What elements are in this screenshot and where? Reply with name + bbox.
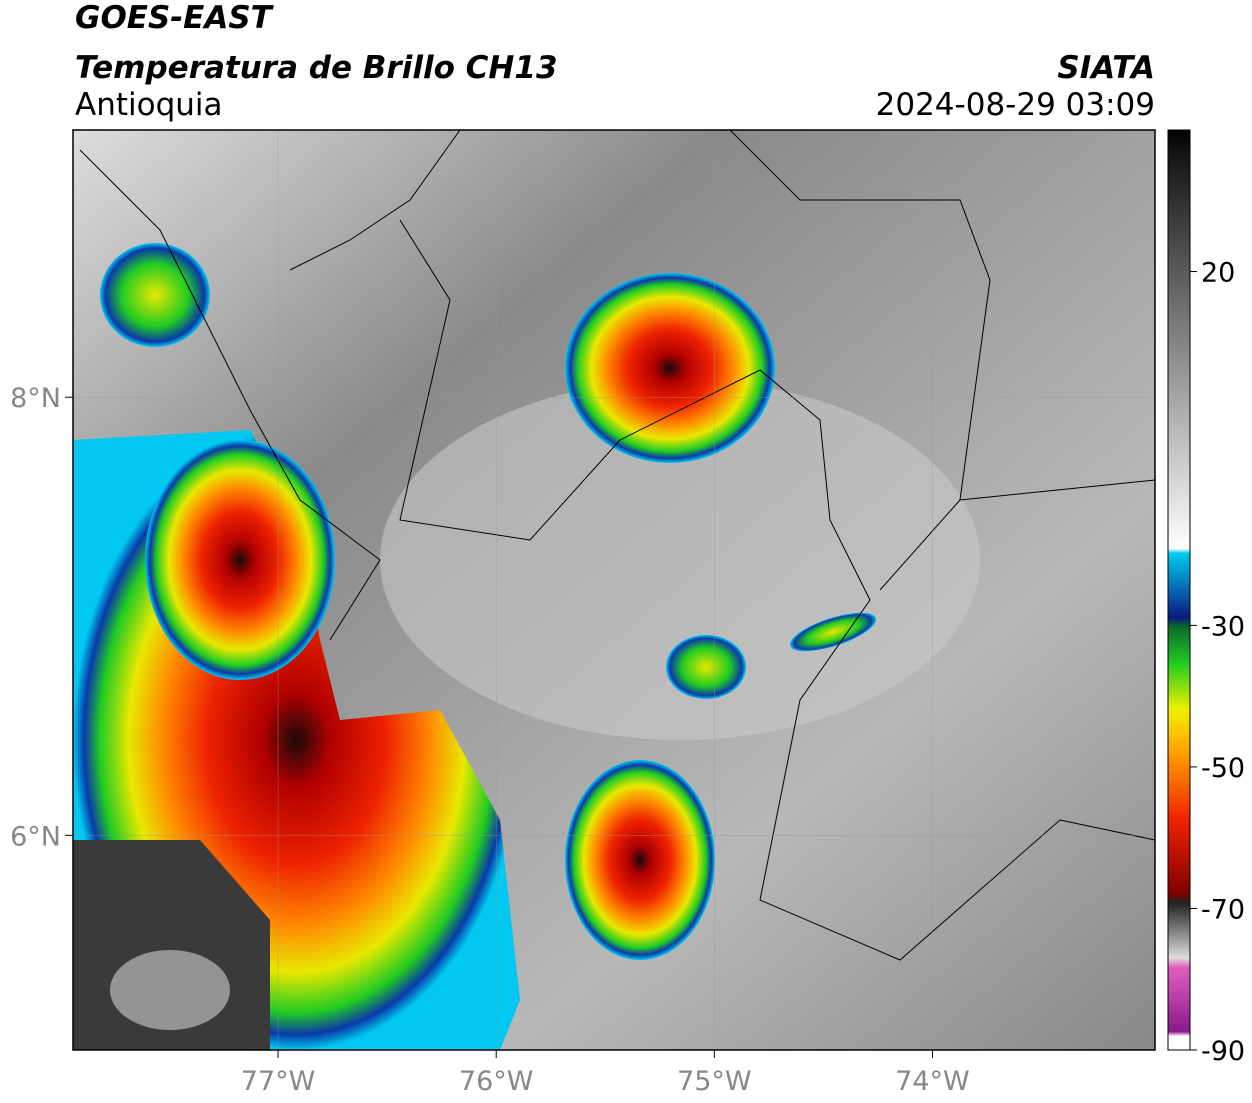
storm: [565, 273, 775, 463]
x-tick-label: 77°W: [241, 1066, 316, 1097]
colorbar-label: -70: [1201, 894, 1245, 925]
colorbar: [1167, 129, 1191, 1051]
storm: [145, 440, 335, 680]
cold-top: [110, 950, 230, 1030]
colorbar-label: 20: [1201, 258, 1235, 289]
colorbar-label: -50: [1201, 753, 1245, 784]
source: SIATA: [1057, 50, 1155, 86]
x-tick-label: 74°W: [895, 1066, 970, 1097]
imagery: [73, 130, 1155, 1050]
title: GOES-EAST: [75, 0, 275, 36]
storm: [666, 635, 746, 699]
storm: [565, 760, 715, 960]
cloud: [380, 380, 980, 740]
colorbar-label: -90: [1201, 1036, 1245, 1067]
y-tick-label: 8°N: [10, 383, 61, 414]
region: Antioquia: [75, 87, 223, 123]
borders: [79, 130, 1155, 961]
storm: [100, 243, 210, 347]
map-frame: [72, 129, 1156, 1051]
datetime: 2024-08-29 03:09: [876, 87, 1155, 123]
colorbar-label: -30: [1201, 611, 1245, 642]
x-tick-label: 75°W: [677, 1066, 752, 1097]
subtitle: Temperatura de Brillo CH13: [75, 50, 558, 86]
x-tick-label: 76°W: [459, 1066, 534, 1097]
y-tick-label: 6°N: [10, 821, 61, 852]
